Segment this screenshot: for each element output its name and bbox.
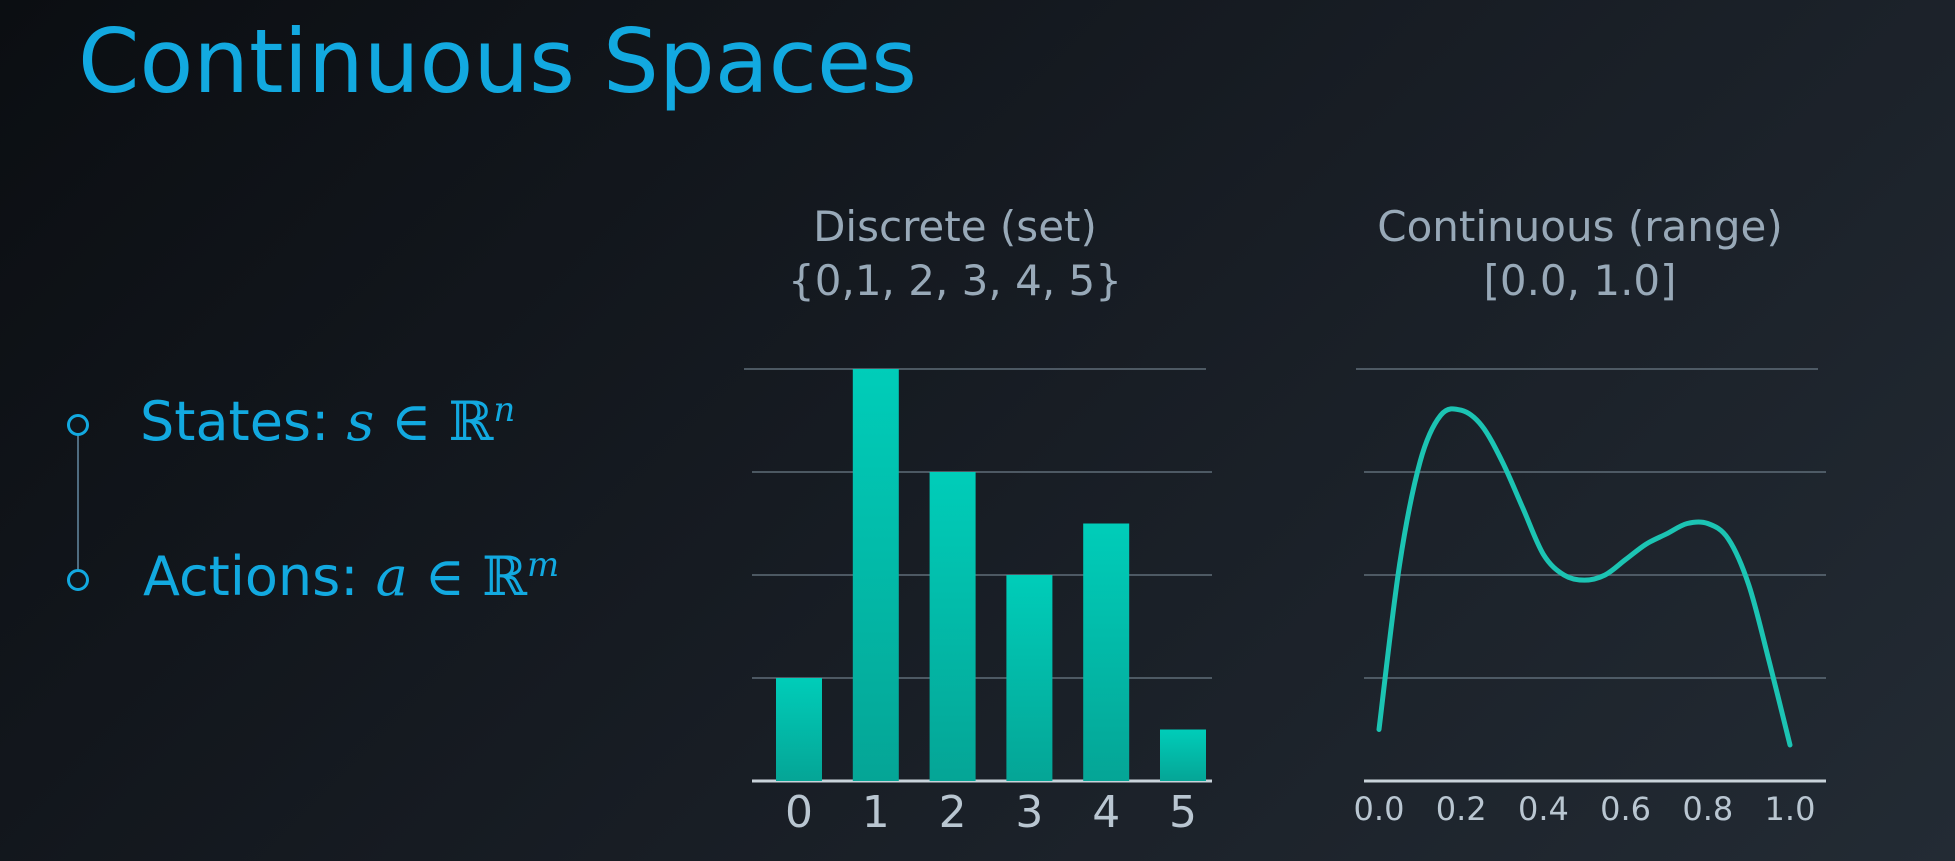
states-math: s ∈ ℝn	[346, 390, 515, 453]
bullet-actions-label: Actions:	[143, 545, 359, 608]
discrete-bar	[852, 369, 899, 781]
bullet-actions: Actions: a ∈ ℝm	[143, 545, 559, 608]
continuous-curve	[1376, 406, 1793, 748]
continuous-x-tick-label: 0.0	[1354, 790, 1405, 828]
continuous-x-tick-label: 1.0	[1765, 790, 1816, 828]
actions-math: a ∈ ℝm	[376, 545, 560, 608]
discrete-bar	[1006, 575, 1053, 781]
bullet-states-label: States:	[140, 390, 330, 453]
discrete-x-tick-label: 2	[939, 787, 967, 838]
states-math-op: ∈	[391, 390, 432, 453]
slide-title: Continuous Spaces	[78, 10, 918, 113]
continuous-line-chart: 0.0 0.2 0.4 0.6 0.8 1.0	[1354, 368, 1826, 828]
continuous-chart-title: Continuous (range)	[1377, 202, 1783, 251]
bullet-dot-states	[67, 414, 89, 436]
states-math-var: s	[346, 390, 375, 453]
discrete-x-tick-label: 4	[1092, 787, 1120, 838]
states-math-exp: n	[493, 390, 516, 430]
discrete-bar	[1083, 523, 1130, 781]
discrete-chart-heading: Discrete (set) {0,1, 2, 3, 4, 5}	[750, 200, 1160, 308]
actions-math-set: ℝ	[482, 545, 528, 608]
continuous-chart-subtitle: [0.0, 1.0]	[1483, 256, 1677, 305]
discrete-x-tick-label: 5	[1169, 787, 1197, 838]
continuous-x-tick-label: 0.4	[1518, 790, 1569, 828]
continuous-x-tick-label: 0.8	[1682, 790, 1733, 828]
discrete-bar	[929, 472, 976, 781]
continuous-x-tick-label: 0.6	[1600, 790, 1651, 828]
discrete-x-tick-label: 1	[862, 787, 890, 838]
bullet-connector-line	[77, 427, 79, 579]
bullet-states: States: s ∈ ℝn	[140, 390, 515, 453]
continuous-x-tick-label: 0.2	[1436, 790, 1487, 828]
bullet-dot-actions	[67, 569, 89, 591]
actions-math-var: a	[375, 545, 408, 608]
discrete-x-tick-label: 3	[1015, 787, 1043, 838]
actions-math-op: ∈	[425, 545, 465, 608]
discrete-x-tick-label: 0	[785, 787, 813, 838]
actions-math-exp: m	[527, 545, 560, 585]
discrete-bar	[776, 678, 822, 781]
discrete-chart-title: Discrete (set)	[813, 202, 1097, 251]
states-math-set: ℝ	[448, 390, 494, 453]
discrete-chart-subtitle: {0,1, 2, 3, 4, 5}	[788, 256, 1122, 305]
discrete-bar	[1160, 729, 1206, 781]
continuous-chart-heading: Continuous (range) [0.0, 1.0]	[1355, 200, 1805, 308]
